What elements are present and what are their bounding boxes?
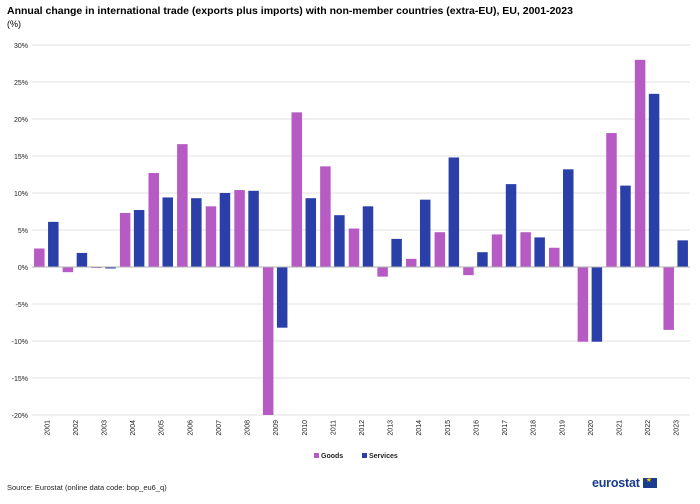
bar-services-2008	[248, 190, 259, 267]
x-tick-label: 2002	[73, 420, 80, 436]
y-tick-label: 30%	[14, 43, 28, 50]
axes: -20% -15% -10% -5% 0% 5% 10% 15% 20% 25% 30% 2001 20…	[12, 43, 690, 436]
bar-services-2017	[505, 184, 517, 267]
bars	[34, 59, 688, 415]
bar-services-2003	[105, 267, 116, 269]
bar-goods-2008	[234, 190, 245, 267]
legend-label-goods: Goods	[321, 453, 343, 460]
x-tick-label: 2019	[559, 420, 566, 436]
bar-services-2018	[534, 237, 545, 267]
bar-services-2009	[276, 267, 288, 328]
bar-goods-2020	[577, 267, 589, 342]
x-tick-label: 2006	[187, 420, 194, 436]
x-tick-label: 2011	[330, 420, 337, 435]
y-tick-label: 20%	[14, 117, 28, 124]
bar-goods-2021	[606, 133, 617, 267]
x-tick-label: 2016	[473, 420, 480, 436]
x-tick-label: 2008	[245, 420, 252, 436]
bar-services-2004	[133, 210, 145, 267]
bar-goods-2012	[348, 228, 360, 267]
bar-goods-2002	[62, 267, 74, 273]
bar-services-2016	[477, 252, 488, 267]
y-tick-label: -15%	[12, 376, 28, 383]
x-tick-label: 2009	[273, 420, 280, 436]
y-tick-label: 10%	[14, 191, 28, 198]
bar-services-2021	[620, 185, 631, 267]
bar-goods-2014	[405, 258, 417, 267]
x-tick-label: 2015	[445, 420, 452, 436]
bar-services-2001	[48, 221, 59, 267]
eu-flag-icon	[642, 476, 657, 488]
bar-services-2007	[219, 193, 231, 267]
y-tick-label: 0%	[18, 265, 28, 272]
bar-services-2020	[591, 267, 603, 342]
bar-goods-2007	[205, 206, 217, 267]
logo-text: eurostat	[592, 476, 640, 490]
x-tick-label: 2005	[159, 420, 166, 436]
x-tick-label: 2001	[44, 420, 51, 436]
chart-title: Annual change in international trade (ex…	[7, 5, 573, 17]
bar-goods-2019	[549, 247, 560, 267]
bar-services-2023	[677, 240, 688, 267]
bar-goods-2010	[291, 112, 303, 267]
gridlines	[32, 44, 690, 416]
bar-services-2019	[563, 169, 574, 267]
y-tick-label: -5%	[16, 302, 28, 309]
bar-services-2011	[334, 215, 345, 267]
y-tick-label: -20%	[12, 413, 28, 420]
x-tick-label: 2014	[416, 420, 423, 436]
legend-swatch-services	[362, 453, 367, 458]
bar-services-2002	[76, 252, 88, 267]
y-tick-label: 25%	[14, 80, 28, 87]
bar-goods-2009	[262, 267, 274, 415]
legend-label-services: Services	[369, 453, 398, 460]
x-tick-label: 2017	[502, 420, 509, 436]
bar-services-2010	[305, 198, 317, 267]
bar-goods-2013	[377, 267, 388, 277]
x-tick-label: 2012	[359, 420, 366, 436]
source-note: Source: Eurostat (online data code: bop_…	[7, 483, 167, 492]
bar-services-2012	[362, 206, 374, 267]
x-tick-label: 2022	[645, 420, 652, 436]
x-tick-label: 2003	[102, 420, 109, 436]
bar-goods-2016	[463, 267, 474, 276]
x-tick-label: 2020	[588, 420, 595, 436]
bar-goods-2004	[119, 212, 131, 267]
y-tick-label: -10%	[12, 339, 28, 346]
bar-services-2005	[162, 197, 173, 267]
bar-goods-2018	[520, 232, 531, 267]
bar-services-2013	[391, 238, 402, 267]
bar-goods-2011	[320, 166, 331, 267]
x-tick-label: 2023	[674, 420, 681, 436]
x-tick-label: 2007	[216, 420, 223, 436]
legend: Goods Services	[314, 453, 398, 460]
bar-goods-2005	[148, 173, 159, 267]
x-tick-label: 2021	[616, 420, 623, 436]
x-tick-label: 2013	[388, 420, 395, 436]
bar-goods-2017	[491, 234, 503, 267]
legend-swatch-goods	[314, 453, 319, 458]
chart-unit-label: (%)	[7, 19, 21, 29]
bar-goods-2001	[34, 248, 45, 267]
x-tick-label: 2018	[531, 420, 538, 436]
bar-services-2014	[419, 199, 431, 267]
y-tick-label: 5%	[18, 228, 28, 235]
bar-goods-2023	[663, 267, 674, 330]
bar-services-2015	[448, 157, 460, 267]
x-tick-label: 2004	[130, 420, 137, 436]
bar-goods-2015	[434, 232, 446, 267]
y-tick-label: 15%	[14, 154, 28, 161]
eurostat-logo: eurostat	[592, 476, 657, 490]
bar-goods-2006	[177, 144, 188, 267]
bar-services-2006	[191, 198, 202, 267]
bar-services-2022	[648, 93, 660, 267]
bar-goods-2022	[634, 59, 646, 267]
x-tick-label: 2010	[302, 420, 309, 436]
